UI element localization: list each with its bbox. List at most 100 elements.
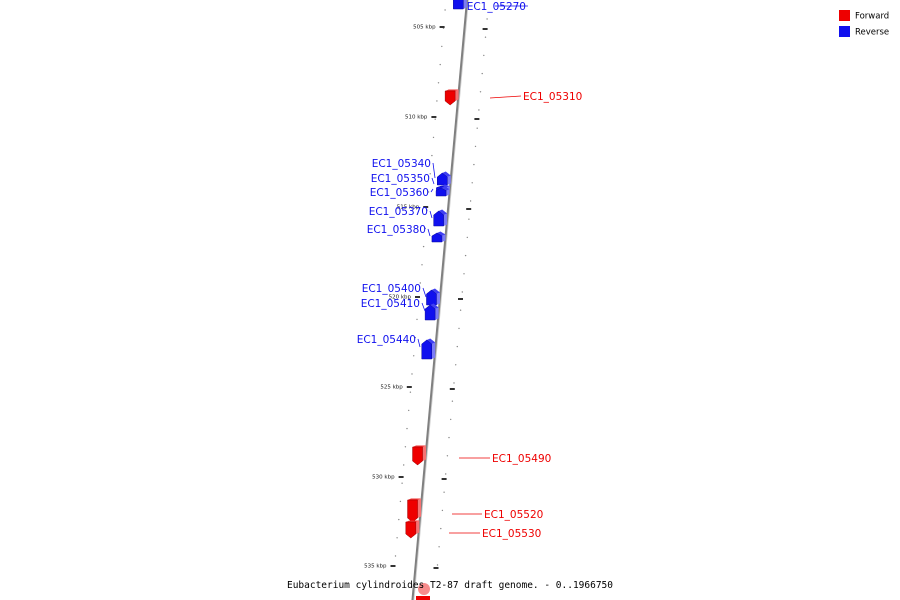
gene-label-EC1_05530: EC1_05530 — [482, 528, 541, 540]
gene-front-face — [437, 172, 448, 186]
major-tick-right — [474, 118, 480, 120]
gene-EC1_05410[interactable] — [424, 303, 439, 321]
tick-dot — [437, 82, 440, 84]
major-tick-right — [433, 567, 439, 569]
gene-front-face — [453, 0, 464, 10]
genes[interactable] — [405, 0, 467, 600]
major-tick-right — [458, 298, 463, 300]
tick-dot — [396, 537, 398, 539]
gene-front-face — [412, 446, 423, 466]
gene-EC1_05400[interactable] — [426, 288, 440, 306]
legend: Forward Reverse — [839, 10, 889, 38]
gene-front-face — [433, 210, 444, 227]
tick-dot — [411, 373, 413, 375]
gene-label-EC1_05400: EC1_05400 — [362, 283, 421, 295]
tick-dot — [399, 500, 402, 503]
tick-dot — [478, 109, 480, 111]
gene-EC1_05360[interactable] — [435, 186, 450, 197]
legend-forward-label: Forward — [855, 12, 889, 22]
gene-side-face — [446, 189, 450, 196]
gene-label-EC1_05490: EC1_05490 — [492, 453, 551, 465]
gene-EC1_05310[interactable] — [444, 89, 459, 106]
gene-EC1_05270[interactable] — [453, 0, 467, 10]
gene-top-face — [405, 520, 420, 522]
tick-dot — [469, 200, 472, 202]
tick-dot — [456, 345, 458, 348]
major-tick-right — [441, 478, 447, 480]
major-tick-left — [431, 116, 437, 118]
gene-EC1_05530[interactable] — [405, 520, 420, 539]
gene-connector — [427, 228, 431, 237]
tick-dot — [440, 527, 442, 530]
gene-EC1_05340[interactable] — [437, 171, 451, 186]
tick-dot — [455, 364, 457, 366]
tick-dot — [451, 400, 454, 402]
tick-dot — [408, 409, 410, 412]
gene-EC1_05380[interactable] — [431, 231, 446, 243]
gene-side-face — [436, 292, 440, 305]
gene-front-face — [405, 521, 417, 539]
gene-top-face — [445, 89, 459, 91]
gene-front-face — [444, 90, 456, 106]
minor-tick-dots — [394, 9, 488, 566]
gene-EC1_05490[interactable] — [412, 445, 427, 466]
gene-label-EC1_05310: EC1_05310 — [523, 91, 582, 103]
gene-EC1_05440[interactable] — [421, 338, 436, 360]
major-tick-left — [390, 565, 396, 567]
tick-dot — [464, 254, 467, 257]
gene-top-face — [412, 445, 427, 447]
tick-dot — [427, 191, 430, 193]
gene-label-EC1_05410: EC1_05410 — [361, 298, 420, 310]
gene-front-face — [407, 499, 418, 523]
major-tick-left — [415, 296, 420, 298]
tick-dot — [459, 309, 462, 311]
gene-labels: EC1_05270 EC1_05310 EC1_05340 EC1_05350 EC1_… — [357, 1, 583, 540]
legend-forward-swatch — [839, 10, 850, 21]
tick-label: 535 kbp — [364, 564, 387, 570]
gene-EC1_05520[interactable] — [407, 498, 422, 523]
major-tick-left — [423, 206, 429, 208]
tick-dot — [486, 18, 488, 20]
genome-caption: Eubacterium cylindroides T2-87 draft gen… — [287, 580, 613, 591]
tick-dot — [414, 336, 416, 339]
tick-label: 510 kbp — [405, 115, 428, 121]
gene-connector — [429, 210, 433, 219]
tick-label: 515 kbp — [397, 205, 420, 211]
tick-dot — [436, 564, 439, 566]
gene-label-EC1_05380: EC1_05380 — [367, 224, 426, 236]
tick-dot — [463, 273, 465, 275]
tick-dot — [445, 473, 447, 475]
tick-dot — [458, 327, 460, 330]
tick-dot — [441, 509, 444, 512]
tick-dot — [474, 145, 477, 148]
tick-dot — [394, 555, 397, 557]
gene-side-face — [443, 213, 448, 226]
tick-dot — [471, 182, 473, 184]
tick-dot — [448, 436, 450, 439]
gene-side-face — [422, 445, 427, 461]
gene-connector — [430, 188, 434, 193]
gene-EC1_05370[interactable] — [433, 209, 448, 227]
gene-connector — [417, 338, 421, 348]
gene-side-face — [417, 498, 422, 518]
tick-label: 520 kbp — [389, 295, 412, 301]
tick-dot — [484, 36, 487, 38]
gene-top-face — [407, 498, 422, 500]
tick-dot — [438, 546, 440, 548]
tick-label: 530 kbp — [372, 475, 395, 481]
tick-dot — [409, 391, 412, 393]
tick-dot — [398, 518, 400, 521]
gene-label-EC1_05270: EC1_05270 — [467, 1, 526, 13]
gene-side-face — [441, 234, 446, 242]
tick-dot — [453, 382, 455, 384]
gene-label-EC1_05360: EC1_05360 — [370, 187, 429, 199]
tick-dot — [436, 100, 438, 102]
tick-dot — [479, 91, 482, 93]
tick-dot — [439, 63, 441, 66]
gene-connector — [489, 95, 522, 99]
tick-dot — [476, 127, 478, 129]
major-tick-left — [439, 26, 445, 28]
gene-label-EC1_05340: EC1_05340 — [372, 158, 431, 170]
tick-dot — [434, 118, 436, 120]
tick-dot — [426, 209, 428, 211]
